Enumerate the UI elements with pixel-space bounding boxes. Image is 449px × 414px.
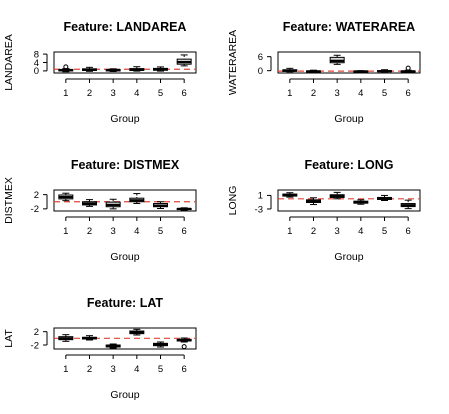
box-group-1 (282, 192, 298, 198)
box-group-6 (176, 207, 192, 211)
box-group-3 (329, 191, 345, 200)
y-axis-label: LONG (227, 186, 239, 216)
box-group-1 (58, 334, 74, 342)
y-tick-label: 8 (34, 49, 39, 60)
y-tick-label: 1 (258, 191, 263, 202)
panel-title: Feature: DISTMEX (71, 158, 180, 172)
x-axis-label: Group (334, 251, 363, 263)
x-tick-label: 2 (311, 226, 316, 237)
box-group-2 (82, 199, 97, 207)
box-group-6 (400, 65, 416, 73)
plot-frame (277, 51, 421, 74)
x-tick-label: 1 (63, 88, 68, 99)
x-tick-label: 6 (182, 88, 187, 99)
x-tick-label: 2 (87, 88, 92, 99)
box-group-6 (176, 337, 192, 350)
x-tick-label: 4 (134, 364, 139, 375)
x-tick-label: 4 (134, 226, 139, 237)
boxplot-panel-2: Feature: DISTMEX -2 2 1 2 3 4 5 6 Group DISTMEX (3, 158, 197, 263)
box-group-4 (129, 193, 145, 205)
box-group-3 (105, 68, 121, 73)
box-group-5 (377, 194, 392, 201)
panel-title: Feature: WATERAREA (283, 20, 415, 34)
x-tick-label: 6 (406, 88, 411, 99)
x-tick-label: 3 (111, 88, 116, 99)
x-tick-label: 1 (287, 226, 292, 237)
box-group-5 (153, 66, 168, 72)
box-group-3 (105, 343, 121, 349)
panel-title: Feature: LAT (87, 296, 164, 310)
box-group-6 (176, 54, 192, 67)
x-tick-label: 4 (358, 88, 363, 99)
y-tick-label: -2 (31, 204, 39, 215)
y-tick-label: -2 (31, 340, 39, 351)
x-tick-label: 4 (358, 226, 363, 237)
y-axis-label: DISTMEX (3, 177, 15, 224)
x-axis-label: Group (110, 251, 139, 263)
outlier-point (63, 64, 69, 70)
outlier-point (181, 344, 187, 350)
x-tick-label: 3 (335, 226, 340, 237)
plot-frame (53, 189, 197, 212)
x-tick-label: 3 (111, 364, 116, 375)
panel-title: Feature: LANDAREA (64, 20, 187, 34)
y-tick-label: 0 (258, 66, 263, 77)
y-tick-label: 0 (34, 66, 39, 77)
box-group-4 (129, 328, 145, 336)
x-tick-label: 5 (158, 226, 163, 237)
box-group-5 (377, 69, 392, 73)
x-tick-label: 1 (63, 226, 68, 237)
box-group-2 (82, 335, 97, 341)
panel-title: Feature: LONG (305, 158, 394, 172)
box-group-4 (129, 66, 145, 72)
x-tick-label: 1 (287, 88, 292, 99)
box-group-4 (353, 70, 369, 73)
boxplot-panel-3: Feature: LONG -3 1 1 2 3 4 5 6 Group LONG (227, 158, 421, 263)
box-group-3 (329, 54, 345, 65)
box-group-1 (58, 192, 74, 202)
y-tick-label: -3 (255, 204, 263, 215)
x-tick-label: 3 (111, 226, 116, 237)
x-tick-label: 5 (158, 88, 163, 99)
x-tick-label: 5 (382, 226, 387, 237)
box-group-1 (58, 64, 74, 73)
box-group-2 (82, 66, 97, 72)
x-tick-label: 2 (311, 88, 316, 99)
boxplot-panel-4: Feature: LAT -2 2 1 2 3 4 5 6 Group LAT (3, 296, 197, 401)
box-group-4 (353, 199, 369, 205)
x-tick-label: 5 (158, 364, 163, 375)
y-tick-label: 4 (34, 58, 39, 69)
box-group-6 (400, 199, 416, 210)
x-tick-label: 5 (382, 88, 387, 99)
y-axis-label: WATERAREA (227, 30, 239, 95)
box-group-2 (306, 197, 321, 206)
x-tick-label: 4 (134, 88, 139, 99)
box-group-5 (153, 341, 168, 348)
box-group-5 (153, 201, 168, 210)
plot-frame (277, 189, 421, 212)
y-axis-label: LANDAREA (3, 34, 15, 91)
y-tick-label: 2 (34, 190, 39, 201)
x-tick-label: 6 (406, 226, 411, 237)
y-tick-label: 2 (34, 327, 39, 338)
x-tick-label: 2 (87, 226, 92, 237)
y-axis-label: LAT (3, 329, 15, 348)
x-tick-label: 1 (63, 364, 68, 375)
x-axis-label: Group (110, 113, 139, 125)
x-axis-label: Group (110, 389, 139, 401)
x-tick-label: 2 (87, 364, 92, 375)
plot-frame (53, 51, 197, 74)
outlier-point (405, 65, 411, 71)
box-group-1 (282, 67, 298, 73)
x-axis-label: Group (334, 113, 363, 125)
box-group-2 (306, 69, 321, 73)
x-tick-label: 6 (182, 364, 187, 375)
y-tick-label: 6 (258, 52, 263, 63)
x-tick-label: 3 (335, 88, 340, 99)
x-tick-label: 6 (182, 226, 187, 237)
box-group-3 (105, 198, 121, 210)
